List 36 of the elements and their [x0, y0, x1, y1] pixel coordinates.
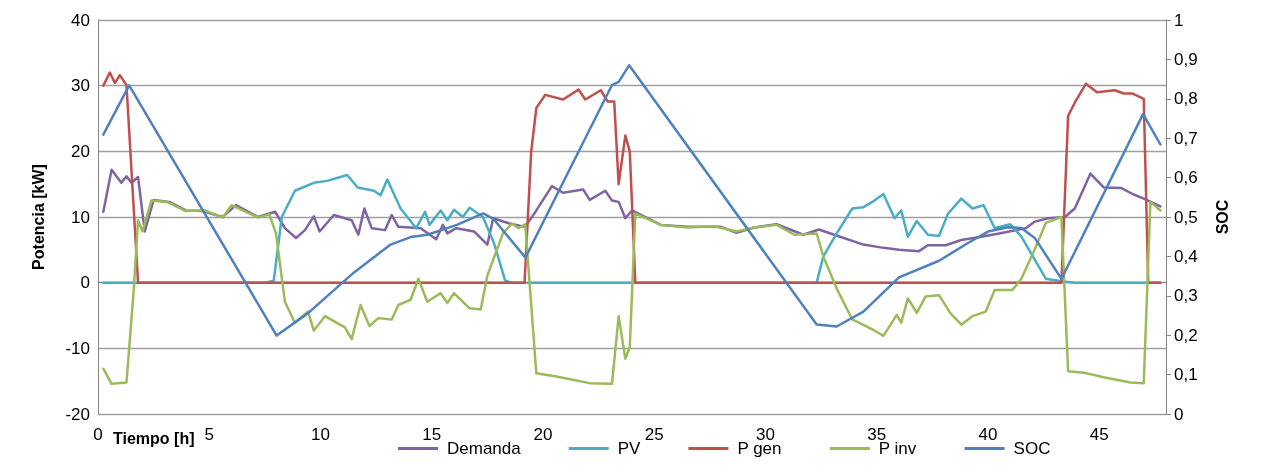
legend-label: SOC — [1013, 439, 1051, 458]
y2-tick-label: 0,3 — [1174, 286, 1198, 306]
x-tick-label: 15 — [422, 425, 442, 444]
x-tick-label: 0 — [93, 425, 103, 444]
y2-tick-label: 0,2 — [1174, 325, 1198, 345]
y2-tick-label: 0,4 — [1174, 246, 1198, 266]
x-tick-label: 40 — [978, 425, 998, 444]
y-tick-label: 0 — [80, 273, 90, 293]
line-series — [102, 64, 1162, 337]
y2-tick-label: 0,6 — [1174, 168, 1198, 188]
y2-tick-label: 0,5 — [1174, 207, 1198, 227]
y-tick-label: 10 — [71, 207, 90, 227]
x-tick-label: 5 — [204, 425, 214, 444]
legend-label: P inv — [878, 439, 917, 458]
y-tick-label: 40 — [71, 10, 90, 30]
legend-label: PV — [617, 439, 642, 458]
y2-tick-label: 0,7 — [1174, 128, 1198, 148]
line-series — [102, 71, 1162, 284]
y-tick-label: -10 — [65, 338, 90, 358]
y-tick-label: -20 — [65, 404, 90, 424]
x-tick-label: 10 — [311, 425, 330, 444]
y2-tick-label: 1 — [1174, 10, 1184, 30]
line-series — [102, 199, 1162, 386]
x-tick-label: 25 — [644, 425, 664, 444]
x-tick-label: 45 — [1089, 425, 1109, 444]
y2-tick-label: 0,8 — [1174, 89, 1198, 109]
y-tick-label: 20 — [71, 141, 90, 161]
y2-axis-title: SOC — [1213, 199, 1231, 235]
y2-tick-label: 0,1 — [1174, 365, 1198, 385]
y2-tick-label: 0,9 — [1174, 49, 1198, 69]
x-axis-title: Tiempo [h] — [113, 429, 195, 447]
y-axis-title: Potencia [kW] — [29, 164, 47, 270]
y2-tick-label: 0 — [1174, 404, 1184, 424]
y-tick-label: 30 — [71, 76, 90, 96]
x-tick-label: 20 — [533, 425, 553, 444]
legend-label: Demanda — [447, 439, 522, 458]
